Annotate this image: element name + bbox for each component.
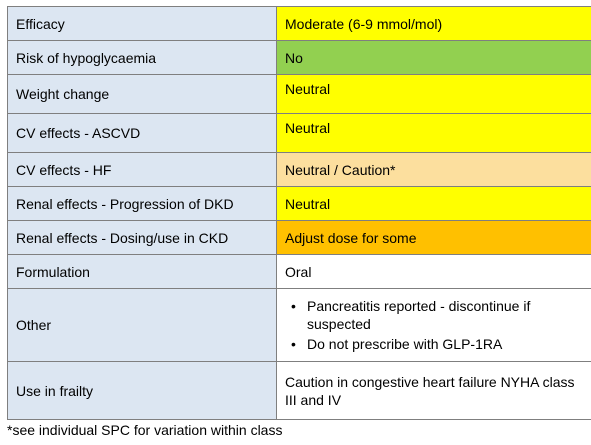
row-label: CV effects - ASCVD [7,113,277,153]
table-row-efficacy: Efficacy Moderate (6-9 mmol/mol) [7,6,591,41]
row-label: Renal effects - Dosing/use in CKD [7,220,277,255]
row-label: Use in frailty [7,361,277,420]
table-row-cv-ascvd: CV effects - ASCVD Neutral [7,113,591,153]
table-row-hypoglycaemia: Risk of hypoglycaemia No [7,40,591,75]
table-row-cv-hf: CV effects - HF Neutral / Caution* [7,152,591,187]
drug-properties-table: Efficacy Moderate (6-9 mmol/mol) Risk of… [7,6,591,420]
row-value: Oral [276,254,591,289]
row-value: Neutral [276,113,591,153]
row-label: Risk of hypoglycaemia [7,40,277,75]
row-label: CV effects - HF [7,152,277,187]
table-row-renal-ckd: Renal effects - Dosing/use in CKD Adjust… [7,220,591,255]
row-value: Adjust dose for some [276,220,591,255]
table-row-weight-change: Weight change Neutral [7,74,591,114]
row-value: Caution in congestive heart failure NYHA… [276,361,591,420]
row-label: Renal effects - Progression of DKD [7,186,277,221]
row-label: Weight change [7,74,277,114]
table-row-renal-dkd: Renal effects - Progression of DKD Neutr… [7,186,591,221]
table-row-frailty: Use in frailty Caution in congestive hea… [7,361,591,420]
table-row-formulation: Formulation Oral [7,254,591,289]
row-value: Moderate (6-9 mmol/mol) [276,6,591,41]
row-value: Neutral [276,74,591,114]
table-row-other: Other Pancreatitis reported - discontinu… [7,288,591,362]
list-item: Pancreatitis reported - discontinue if s… [291,297,589,333]
footnote: *see individual SPC for variation within… [7,422,283,438]
row-value-bullets: Pancreatitis reported - discontinue if s… [276,288,591,362]
row-value: No [276,40,591,75]
row-value: Neutral [276,186,591,221]
bullet-list: Pancreatitis reported - discontinue if s… [285,297,589,353]
list-item: Do not prescribe with GLP-1RA [291,335,589,353]
row-value: Neutral / Caution* [276,152,591,187]
row-label: Efficacy [7,6,277,41]
row-label: Formulation [7,254,277,289]
row-label: Other [7,288,277,362]
